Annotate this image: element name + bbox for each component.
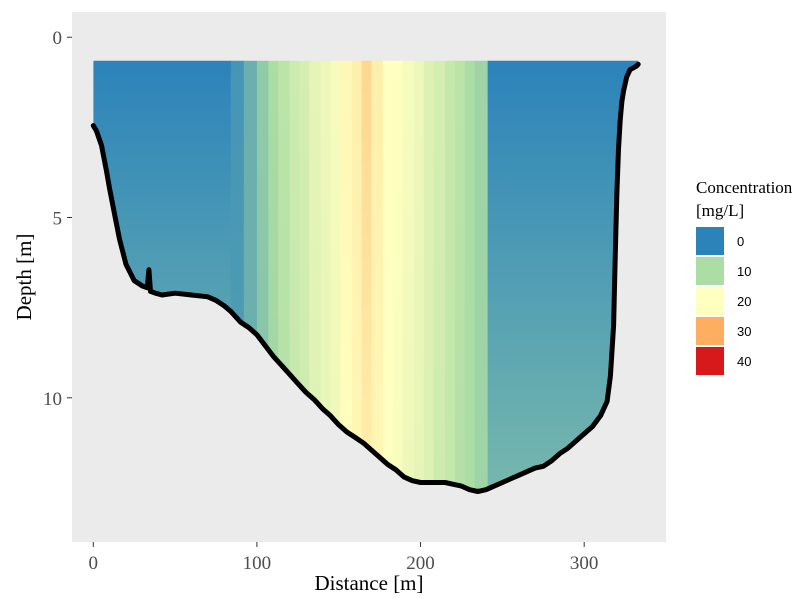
heatmap-column-12 (351, 60, 363, 492)
legend-swatch (696, 317, 724, 345)
y-tick-label: 5 (53, 209, 63, 230)
y-tick-label: 10 (43, 389, 62, 410)
x-axis: 0 100 200 300 (89, 542, 599, 574)
x-axis-title: Distance [m] (314, 571, 423, 595)
legend-swatch (696, 227, 724, 255)
y-axis: 0 5 10 (43, 28, 72, 410)
heatmap-column-13 (361, 60, 373, 492)
heatmap-column-8 (309, 60, 322, 492)
heatmap-column-16 (392, 60, 404, 492)
heatmap-column-4 (268, 60, 279, 492)
x-tick-label: 300 (570, 553, 599, 574)
legend-label: 0 (737, 234, 744, 249)
heatmap-column-19 (423, 60, 435, 492)
heatmap-column-20 (433, 60, 446, 492)
heatmap-column-10 (330, 60, 341, 492)
legend-swatch (696, 257, 724, 285)
heatmap-column-15 (382, 60, 394, 492)
riverbed-profile-line (90, 61, 641, 494)
heatmap-column-6 (289, 60, 301, 492)
legend-label: 40 (737, 354, 751, 369)
legend-title-line-2: [mg/L] (696, 201, 744, 220)
x-tick-label: 200 (406, 553, 435, 574)
x-tick-label: 0 (89, 553, 99, 574)
heatmap-column-24 (474, 60, 489, 492)
heatmap-column-14 (371, 60, 384, 492)
heatmap-column-23 (464, 60, 476, 492)
legend-title-line-1: Concentration (696, 178, 793, 197)
x-tick-label: 100 (243, 553, 272, 574)
heatmap-column-21 (445, 60, 456, 492)
heatmap-column-22 (454, 60, 466, 492)
heatmap-column-7 (299, 60, 310, 492)
legend-swatch (696, 347, 724, 375)
legend-label: 20 (737, 294, 751, 309)
heatmap-column-9 (320, 60, 332, 492)
heatmap-column-11 (340, 60, 353, 492)
heatmap-column-17 (402, 60, 415, 492)
legend-label: 30 (737, 324, 751, 339)
legend-label: 10 (737, 264, 751, 279)
y-axis-title: Depth [m] (12, 234, 36, 321)
heatmap-column-18 (414, 60, 425, 492)
legend-swatch (696, 287, 724, 315)
y-tick-label: 0 (53, 28, 63, 49)
legend: Concentration [mg/L] 0 10 20 30 40 (696, 178, 793, 375)
